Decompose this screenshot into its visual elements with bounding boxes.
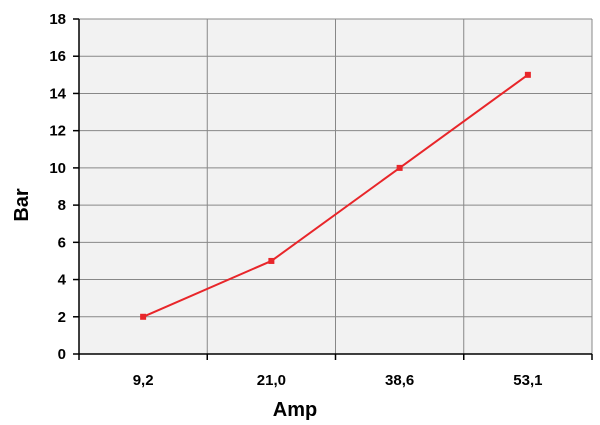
x-tick-label: 53,1 [513,372,542,389]
series-line [142,74,529,318]
y-axis-title: Bar [11,188,33,222]
y-tick-label: 18 [49,11,66,28]
y-tick-label: 10 [49,160,66,177]
y-tick-label: 8 [58,197,66,214]
x-tick-label: 21,0 [257,372,286,389]
data-point [396,164,403,171]
x-tick-label: 38,6 [385,372,414,389]
y-tick-label: 14 [49,85,66,102]
y-tick-label: 4 [58,272,67,289]
x-tick-label: 9,2 [133,372,154,389]
x-axis-title: Amp [273,399,317,421]
series-layer [140,71,531,320]
y-tick-labels: 0 2 4 6 8 10 12 14 16 18 [49,11,66,363]
y-tick-label: 16 [49,48,66,65]
data-point [268,257,275,264]
y-tick-label: 0 [58,346,66,363]
data-point [140,313,147,320]
y-tick-label: 12 [49,123,66,140]
gridlines [79,18,593,354]
y-tick-label: 2 [58,309,66,326]
axes [73,18,593,360]
data-point [524,71,531,78]
x-tick-labels: 9,2 21,0 38,6 53,1 [133,372,543,389]
y-tick-label: 6 [58,234,66,251]
